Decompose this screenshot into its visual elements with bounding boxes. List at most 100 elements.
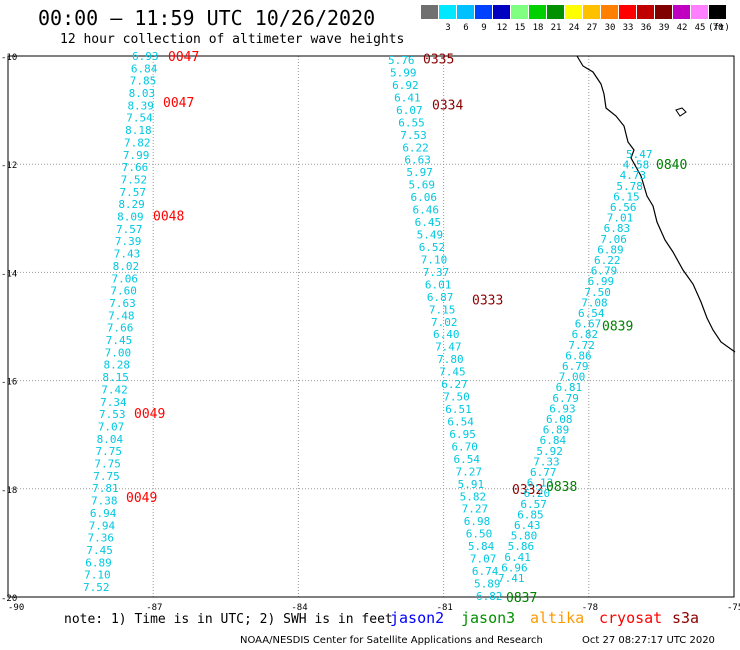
- wave-height-value: 5.86: [508, 540, 534, 553]
- lat-tick-label: -14: [1, 269, 17, 279]
- wave-height-value: 6.89: [543, 424, 570, 437]
- wave-height-value: 5.69: [408, 179, 435, 192]
- pass-time-label: 0048: [153, 210, 184, 225]
- lon-tick-label: -84: [291, 603, 307, 613]
- wave-height-value: 7.66: [107, 322, 134, 335]
- wave-height-value: 6.08: [546, 413, 573, 426]
- wave-height-value: 6.89: [597, 243, 624, 256]
- wave-height-value: 7.33: [533, 455, 560, 468]
- legend-swatch: [547, 5, 564, 19]
- wave-height-value: 7.50: [443, 391, 470, 404]
- lat-tick-label: -10: [1, 53, 17, 63]
- wave-height-value: 8.15: [102, 371, 129, 384]
- wave-height-value: 6.95: [449, 428, 476, 441]
- wave-height-value: 7.08: [581, 296, 608, 309]
- legend-label: 9: [481, 23, 487, 33]
- legend-swatch: [457, 5, 474, 19]
- wave-height-value: 5.82: [460, 490, 487, 503]
- legend-swatch: [691, 5, 708, 19]
- wave-height-value: 7.34: [100, 396, 127, 409]
- wave-height-value: 7.85: [130, 75, 157, 88]
- wave-height-value: 6.74: [472, 565, 499, 578]
- pass-time-label: 0047: [163, 96, 194, 111]
- legend-swatch: [637, 5, 654, 19]
- wave-height-value: 4.73: [620, 169, 647, 182]
- wave-height-value: 7.75: [93, 470, 120, 483]
- legend-swatch: [439, 5, 456, 19]
- legend-swatch: [655, 5, 672, 19]
- wave-height-value: 6.79: [591, 265, 618, 278]
- lat-tick-label: -12: [1, 161, 17, 171]
- wave-height-value: 5.89: [474, 578, 501, 591]
- satellite-key-jason3: jason3: [461, 609, 516, 627]
- wave-height-value: 6.93: [132, 50, 159, 63]
- wave-height-value: 7.66: [122, 161, 149, 174]
- satellite-key-s3a: s3a: [672, 609, 700, 627]
- track-0838: 5.474.584.735.786.156.567.016.837.066.89…: [498, 148, 687, 606]
- lat-tick-label: -18: [1, 486, 17, 496]
- wave-height-value: 6.06: [411, 191, 438, 204]
- wave-height-value: 6.41: [504, 551, 531, 564]
- legend-label: 42: [676, 23, 688, 33]
- pass-time-label: 0047: [168, 50, 199, 65]
- wave-height-value: 7.52: [121, 173, 147, 186]
- legend-swatch: [475, 5, 492, 19]
- legend-label: 6: [463, 23, 469, 33]
- wave-height-value: 7.45: [86, 544, 113, 557]
- wave-height-value: 6.45: [415, 216, 442, 229]
- wave-height-value: 6.79: [562, 360, 589, 373]
- pass-time-label: 0839: [602, 319, 633, 334]
- wave-height-value: 5.80: [511, 530, 538, 543]
- wave-height-value: 8.03: [129, 87, 156, 100]
- wave-height-value: 6.20: [524, 487, 551, 500]
- lon-tick-label: -75: [727, 603, 740, 613]
- lon-tick-label: -81: [437, 603, 453, 613]
- wave-height-value: 6.84: [131, 62, 158, 75]
- pass-time-label: 0334: [432, 99, 463, 114]
- legend-swatch: [601, 5, 618, 19]
- legend-swatch: [511, 5, 528, 19]
- wave-height-value: 8.02: [113, 260, 139, 273]
- wave-height-value: 6.27: [441, 378, 468, 391]
- wave-height-value: 7.01: [607, 212, 634, 225]
- wave-height-value: 6.77: [530, 466, 557, 479]
- wave-height-value: 7.54: [126, 112, 153, 125]
- wave-height-value: 6.07: [396, 104, 423, 117]
- wave-height-value: 8.04: [97, 433, 124, 446]
- wave-height-value: 6.54: [578, 307, 605, 320]
- wave-height-value: 6.82: [572, 328, 599, 341]
- legend-label: 3: [445, 23, 451, 33]
- wave-height-value: 6.57: [520, 498, 547, 511]
- wave-height-value: 6.89: [85, 556, 112, 569]
- credit-line: NOAA/NESDIS Center for Satellite Applica…: [240, 635, 543, 646]
- map-frame: [7, 55, 735, 598]
- lon-tick-label: -87: [146, 603, 162, 613]
- wave-height-value: 7.06: [600, 233, 627, 246]
- wave-height-value: 7.72: [568, 339, 595, 352]
- wave-height-value: 5.78: [616, 180, 643, 193]
- satellite-key-cryosat: cryosat: [599, 609, 663, 627]
- wave-height-value: 7.50: [584, 286, 611, 299]
- legend-swatch: [583, 5, 600, 19]
- pass-time-label: 0840: [656, 158, 687, 173]
- lat-lon-grid: -90 -87 -84 -81 -78 -75 -10 -12 -14 -16 -18 -20: [1, 53, 740, 613]
- pass-time-label: 0049: [134, 407, 165, 422]
- legend-label: 15: [514, 23, 526, 33]
- wave-height-value: 7.75: [94, 458, 121, 471]
- wave-height-value: 7.53: [99, 408, 126, 421]
- wave-height-value: 8.28: [104, 359, 131, 372]
- wave-height-value: 7.27: [456, 465, 483, 478]
- wave-height-value: 7.99: [123, 149, 150, 162]
- satellite-key-altika: altika: [530, 609, 585, 627]
- legend-label: 70: [712, 23, 724, 33]
- island-outline: [675, 107, 687, 117]
- wave-height-value: 6.22: [402, 141, 429, 154]
- wave-height-value: 5.49: [417, 229, 444, 242]
- legend-swatch: [565, 5, 582, 19]
- track-0333: 5.765.996.926.416.076.557.536.226.635.97…: [388, 53, 543, 603]
- wave-height-value: 5.99: [390, 66, 417, 79]
- wave-height-value: 6.13: [527, 477, 554, 490]
- lon-tick-label: -78: [582, 603, 598, 613]
- legend-label: 39: [658, 23, 670, 33]
